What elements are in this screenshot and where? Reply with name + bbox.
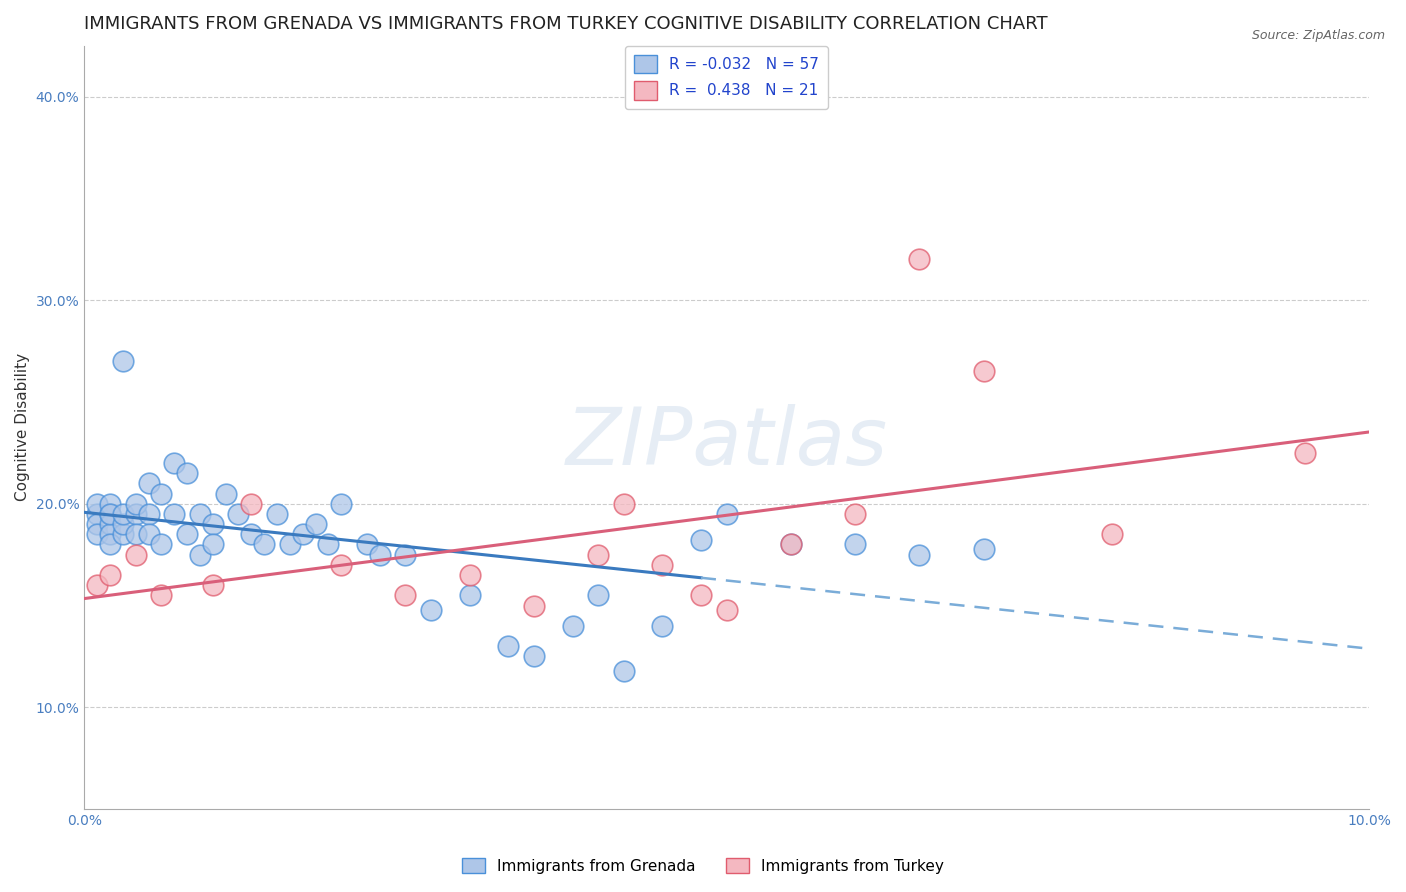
Point [188, 548, 211, 562]
Point [973, 364, 995, 378]
Point [111, 354, 134, 368]
Point [176, 527, 198, 541]
Point [253, 537, 276, 551]
Point [201, 537, 224, 551]
Point [201, 517, 224, 532]
Point [98, 507, 121, 521]
Point [86, 497, 108, 511]
Point [844, 507, 866, 521]
Point [125, 548, 148, 562]
Point [458, 568, 481, 582]
Point [496, 639, 519, 653]
Point [458, 588, 481, 602]
Point [523, 599, 546, 613]
Point [291, 527, 314, 541]
Point [690, 533, 713, 548]
Point [780, 537, 803, 551]
Point [716, 507, 738, 521]
Point [394, 548, 416, 562]
Point [613, 497, 636, 511]
Point [150, 537, 173, 551]
Point [304, 517, 326, 532]
Point [163, 507, 186, 521]
Point [86, 507, 108, 521]
Point [523, 649, 546, 664]
Point [111, 527, 134, 541]
Point [150, 588, 173, 602]
Point [111, 507, 134, 521]
Text: ZIPatlas: ZIPatlas [565, 404, 887, 482]
Point [844, 537, 866, 551]
Point [780, 537, 803, 551]
Point [163, 456, 186, 470]
Point [973, 541, 995, 556]
Point [908, 252, 931, 267]
Point [318, 537, 340, 551]
Point [125, 497, 148, 511]
Point [716, 602, 738, 616]
Point [98, 517, 121, 532]
Point [125, 527, 148, 541]
Point [368, 548, 391, 562]
Point [125, 507, 148, 521]
Point [240, 527, 263, 541]
Point [188, 507, 211, 521]
Point [98, 527, 121, 541]
Text: IMMIGRANTS FROM GRENADA VS IMMIGRANTS FROM TURKEY COGNITIVE DISABILITY CORRELATI: IMMIGRANTS FROM GRENADA VS IMMIGRANTS FR… [84, 15, 1047, 33]
Point [330, 497, 353, 511]
Point [1101, 527, 1123, 541]
Legend: R = -0.032   N = 57, R =  0.438   N = 21: R = -0.032 N = 57, R = 0.438 N = 21 [626, 45, 828, 109]
Point [86, 578, 108, 592]
Point [176, 466, 198, 480]
Y-axis label: Cognitive Disability: Cognitive Disability [15, 353, 30, 501]
Point [111, 517, 134, 532]
Point [138, 507, 160, 521]
Point [420, 602, 443, 616]
Point [266, 507, 288, 521]
Point [586, 548, 609, 562]
Point [240, 497, 263, 511]
Point [98, 537, 121, 551]
Point [1294, 446, 1316, 460]
Point [908, 548, 931, 562]
Point [394, 588, 416, 602]
Point [214, 486, 236, 500]
Point [98, 497, 121, 511]
Point [586, 588, 609, 602]
Point [98, 568, 121, 582]
Text: Source: ZipAtlas.com: Source: ZipAtlas.com [1251, 29, 1385, 42]
Point [278, 537, 301, 551]
Point [86, 527, 108, 541]
Point [98, 507, 121, 521]
Point [356, 537, 378, 551]
Point [651, 619, 673, 633]
Point [201, 578, 224, 592]
Legend: Immigrants from Grenada, Immigrants from Turkey: Immigrants from Grenada, Immigrants from… [456, 852, 950, 880]
Point [138, 527, 160, 541]
Point [138, 476, 160, 491]
Point [330, 558, 353, 572]
Point [86, 517, 108, 532]
Point [651, 558, 673, 572]
Point [561, 619, 583, 633]
Point [690, 588, 713, 602]
Point [613, 664, 636, 678]
Point [228, 507, 250, 521]
Point [150, 486, 173, 500]
